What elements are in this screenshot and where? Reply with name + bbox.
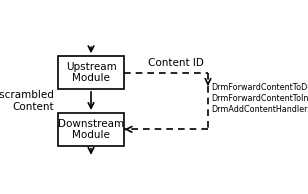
Text: Downstream
Module: Downstream Module (58, 119, 124, 140)
Bar (58, 56, 124, 89)
Bar (58, 113, 124, 146)
Text: Content ID: Content ID (148, 58, 204, 68)
Text: DrmAddContentHandlers(.): DrmAddContentHandlers(.) (212, 105, 308, 114)
Text: DrmForwardContentToInterface(.): DrmForwardContentToInterface(.) (212, 94, 308, 103)
Text: Unscrambled
Content: Unscrambled Content (0, 90, 54, 112)
Text: DrmForwardContentToDeviceObject(.): DrmForwardContentToDeviceObject(.) (212, 83, 308, 92)
Text: Upstream
Module: Upstream Module (66, 62, 116, 83)
